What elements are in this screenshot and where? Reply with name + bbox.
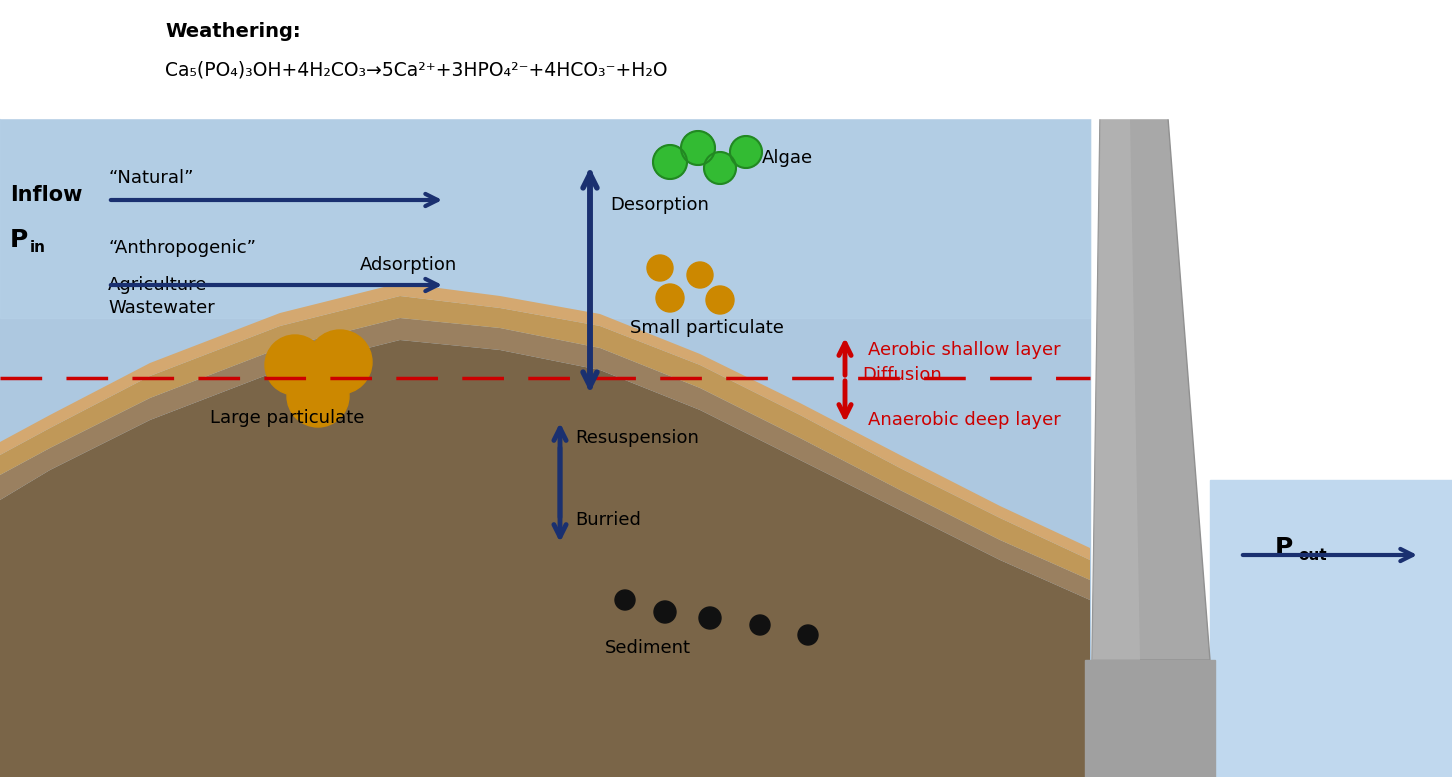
Text: Large particulate: Large particulate bbox=[211, 409, 364, 427]
Circle shape bbox=[706, 286, 735, 314]
Circle shape bbox=[799, 625, 817, 645]
Bar bbox=[1210, 480, 1452, 777]
Text: “Anthropogenic”: “Anthropogenic” bbox=[107, 239, 256, 257]
Text: P: P bbox=[10, 228, 28, 252]
Bar bbox=[0, 0, 1452, 118]
Text: Diffusion: Diffusion bbox=[862, 366, 942, 384]
Text: Ca₅(PO₄)₃OH+4H₂CO₃→5Ca²⁺+3HPO₄²⁻+4HCO₃⁻+H₂O: Ca₅(PO₄)₃OH+4H₂CO₃→5Ca²⁺+3HPO₄²⁻+4HCO₃⁻+… bbox=[166, 60, 668, 79]
Polygon shape bbox=[0, 283, 1090, 560]
Text: Aerobic shallow layer: Aerobic shallow layer bbox=[868, 341, 1060, 359]
Circle shape bbox=[308, 330, 372, 394]
Circle shape bbox=[698, 607, 722, 629]
Polygon shape bbox=[0, 318, 1090, 600]
Circle shape bbox=[730, 136, 762, 168]
Text: Inflow: Inflow bbox=[10, 185, 83, 205]
Circle shape bbox=[653, 145, 687, 179]
Circle shape bbox=[681, 131, 714, 165]
Text: Wastewater: Wastewater bbox=[107, 299, 215, 317]
Circle shape bbox=[653, 601, 677, 623]
Text: Resuspension: Resuspension bbox=[575, 429, 698, 447]
Circle shape bbox=[656, 284, 684, 312]
Circle shape bbox=[687, 262, 713, 288]
Text: Anaerobic deep layer: Anaerobic deep layer bbox=[868, 411, 1061, 429]
Circle shape bbox=[266, 335, 325, 395]
Text: Sediment: Sediment bbox=[605, 639, 691, 657]
Text: Weathering:: Weathering: bbox=[166, 22, 301, 41]
Bar bbox=[1085, 660, 1215, 777]
Bar bbox=[0, 118, 1090, 318]
Text: Agriculture: Agriculture bbox=[107, 276, 208, 294]
Polygon shape bbox=[0, 296, 1090, 580]
Polygon shape bbox=[1092, 118, 1140, 660]
Circle shape bbox=[287, 365, 348, 427]
Text: Burried: Burried bbox=[575, 511, 640, 529]
Circle shape bbox=[751, 615, 770, 635]
Text: Desorption: Desorption bbox=[610, 196, 709, 214]
Text: P: P bbox=[1275, 536, 1294, 560]
Bar bbox=[0, 0, 1452, 118]
Text: Adsorption: Adsorption bbox=[360, 256, 457, 274]
Circle shape bbox=[648, 255, 672, 281]
Polygon shape bbox=[1092, 118, 1210, 660]
Circle shape bbox=[616, 590, 635, 610]
Text: “Natural”: “Natural” bbox=[107, 169, 193, 187]
Text: Small particulate: Small particulate bbox=[630, 319, 784, 337]
Polygon shape bbox=[0, 340, 1090, 777]
Text: out: out bbox=[1298, 549, 1327, 563]
Circle shape bbox=[704, 152, 736, 184]
Bar bbox=[0, 118, 1090, 777]
Text: Algae: Algae bbox=[762, 149, 813, 167]
Text: in: in bbox=[30, 241, 46, 256]
